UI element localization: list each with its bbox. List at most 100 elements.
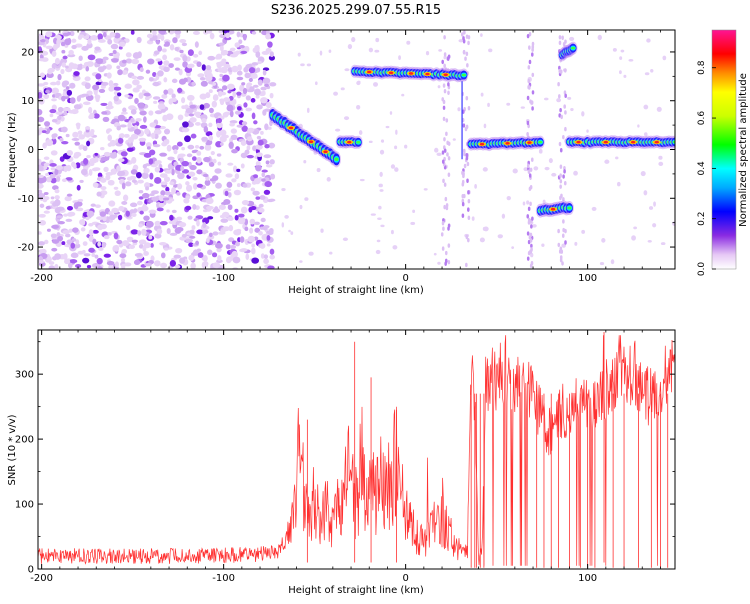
noise-speckle bbox=[196, 156, 202, 163]
noise-speckle bbox=[45, 31, 53, 38]
streak-speckle bbox=[443, 89, 447, 94]
noise-speckle bbox=[189, 235, 196, 239]
noise-speckle bbox=[214, 56, 221, 60]
streak-speckle bbox=[442, 116, 446, 122]
faint-speckle bbox=[314, 81, 318, 86]
noise-speckle bbox=[233, 189, 242, 196]
faint-speckle bbox=[561, 243, 566, 248]
noise-speckle bbox=[109, 31, 116, 38]
faint-speckle bbox=[394, 167, 399, 172]
faint-speckle bbox=[648, 206, 654, 210]
noise-speckle bbox=[149, 172, 154, 180]
faint-speckle bbox=[474, 183, 477, 189]
noise-speckle bbox=[113, 95, 119, 102]
noise-speckle bbox=[121, 59, 127, 64]
noise-speckle bbox=[245, 253, 250, 260]
zero-track-a-peak bbox=[505, 142, 510, 145]
noise-speckle bbox=[38, 83, 45, 87]
noise-speckle bbox=[63, 213, 69, 217]
noise-speckle bbox=[181, 146, 185, 151]
chart-title: S236.2025.299.07.55.R15 bbox=[271, 3, 441, 18]
noise-speckle bbox=[198, 50, 203, 56]
noise-speckle bbox=[125, 224, 131, 231]
noise-speckle bbox=[137, 102, 145, 109]
noise-speckle bbox=[98, 88, 106, 93]
noise-speckle bbox=[84, 82, 91, 90]
faint-speckle bbox=[290, 231, 294, 235]
noise-speckle bbox=[181, 127, 190, 133]
noise-speckle bbox=[97, 39, 106, 43]
noise-speckle bbox=[160, 34, 165, 41]
zero-track-b-core bbox=[672, 140, 675, 144]
noise-speckle bbox=[150, 243, 154, 248]
noise-speckle bbox=[39, 39, 46, 43]
noise-speckle bbox=[255, 94, 260, 99]
faint-speckle bbox=[316, 168, 321, 173]
noise-speckle bbox=[57, 106, 64, 113]
noise-speckle bbox=[260, 130, 264, 135]
noise-speckle bbox=[179, 257, 186, 264]
noise-speckle bbox=[118, 158, 125, 163]
faint-speckle bbox=[398, 55, 401, 61]
noise-speckle bbox=[75, 239, 80, 245]
noise-speckle bbox=[103, 253, 111, 258]
streak-speckle bbox=[558, 141, 562, 147]
noise-speckle bbox=[241, 82, 246, 86]
snr-x-tick-label: 100 bbox=[578, 573, 597, 584]
faint-speckle bbox=[538, 149, 543, 154]
noise-speckle bbox=[220, 66, 229, 74]
noise-speckle bbox=[260, 217, 266, 223]
noise-speckle bbox=[96, 191, 102, 197]
faint-speckle bbox=[652, 223, 657, 228]
noise-speckle bbox=[217, 255, 222, 261]
noise-speckle bbox=[263, 254, 269, 259]
noise-speckle bbox=[43, 239, 49, 245]
noise-speckle bbox=[177, 172, 185, 180]
faint-speckle bbox=[647, 240, 652, 243]
streak-speckle bbox=[559, 107, 562, 113]
streak-speckle bbox=[564, 68, 567, 73]
faint-speckle bbox=[438, 49, 443, 52]
noise-speckle bbox=[163, 176, 171, 183]
noise-speckle bbox=[201, 136, 208, 142]
noise-speckle bbox=[39, 72, 46, 78]
noise-speckle bbox=[251, 243, 255, 248]
noise-speckle bbox=[227, 204, 233, 211]
noise-speckle bbox=[174, 46, 180, 52]
faint-speckle bbox=[284, 214, 289, 219]
noise-speckle bbox=[257, 139, 264, 146]
faint-speckle bbox=[288, 229, 291, 233]
noise-speckle bbox=[264, 123, 269, 131]
faint-speckle bbox=[501, 213, 506, 219]
noise-speckle bbox=[194, 121, 201, 126]
faint-speckle bbox=[526, 200, 530, 205]
faint-speckle bbox=[569, 36, 575, 41]
noise-speckle bbox=[51, 118, 58, 123]
faint-speckle bbox=[412, 209, 416, 213]
faint-speckle bbox=[401, 93, 405, 97]
noise-speckle bbox=[253, 120, 258, 125]
noise-speckle bbox=[176, 191, 181, 196]
faint-speckle bbox=[376, 239, 381, 243]
noise-speckle bbox=[172, 37, 178, 44]
noise-speckle bbox=[68, 49, 74, 56]
faint-speckle bbox=[343, 116, 350, 121]
faint-speckle bbox=[379, 149, 385, 155]
noise-speckle bbox=[188, 242, 194, 248]
faint-speckle bbox=[304, 197, 309, 201]
spectrogram-y-tick-label: 10 bbox=[21, 96, 34, 107]
noise-speckle bbox=[225, 173, 233, 178]
noise-speckle bbox=[93, 113, 100, 119]
noise-speckle bbox=[61, 241, 66, 246]
noise-speckle bbox=[160, 108, 166, 113]
noise-speckle bbox=[237, 213, 245, 218]
streak-speckle bbox=[559, 184, 562, 189]
noise-speckle bbox=[142, 164, 147, 169]
streak-speckle bbox=[526, 95, 530, 101]
streak-speckle bbox=[527, 239, 531, 245]
faint-speckle bbox=[599, 261, 605, 266]
faint-speckle bbox=[457, 107, 461, 112]
spectrogram-y-tick-label: -10 bbox=[18, 194, 34, 205]
